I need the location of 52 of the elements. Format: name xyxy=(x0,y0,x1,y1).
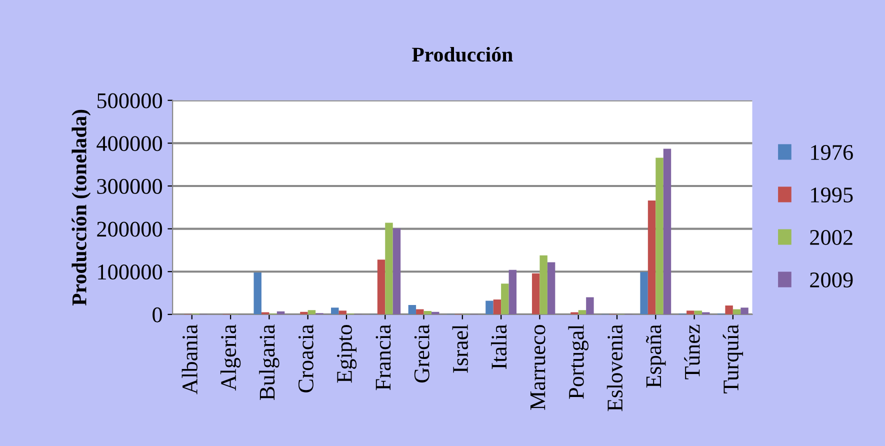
x-tick-label: Bulgaria xyxy=(259,324,280,400)
bar xyxy=(648,200,656,314)
x-tick-label: Turquía xyxy=(722,324,744,394)
bar xyxy=(408,305,416,314)
legend-label: 1995 xyxy=(811,188,853,202)
y-tick-label: 100000 xyxy=(98,264,162,280)
x-tick-label: Eslovenia xyxy=(606,324,623,412)
x-tick-label: España xyxy=(646,324,666,388)
y-tick-label: 200000 xyxy=(97,222,162,237)
y-tick-label: 300000 xyxy=(97,178,162,194)
bar xyxy=(578,310,586,314)
bar xyxy=(686,310,694,314)
bar xyxy=(725,305,733,314)
x-tick-label: Croacia xyxy=(298,324,314,392)
bar xyxy=(663,148,672,314)
bar xyxy=(640,272,648,314)
x-tick-label: Israel xyxy=(452,324,468,373)
bar xyxy=(331,308,339,314)
legend-label: 2009 xyxy=(810,272,853,288)
bar xyxy=(508,270,517,314)
x-tick-label: Algeria xyxy=(220,324,241,391)
bar xyxy=(501,284,509,314)
x-tick-label: Francia xyxy=(376,324,391,390)
x-tick-label: Egipto xyxy=(337,324,357,383)
y-tick-label: 500000 xyxy=(97,93,162,108)
bar xyxy=(416,309,424,314)
bar xyxy=(392,228,401,314)
bar xyxy=(486,300,494,314)
y-axis-title: Producción (tonelada) xyxy=(72,110,91,306)
legend-label: 1976 xyxy=(811,145,853,160)
x-tick-label: Italia xyxy=(490,324,507,369)
bar xyxy=(338,310,346,314)
bar xyxy=(385,222,393,314)
bar xyxy=(493,299,502,314)
x-tick-label: Grecia xyxy=(414,324,430,382)
x-tick-label: Marrueco xyxy=(530,325,546,410)
bar xyxy=(540,255,548,314)
y-tick-label: 0 xyxy=(152,307,162,322)
x-tick-label: Portugal xyxy=(568,324,588,399)
y-tick-label: 400000 xyxy=(96,136,162,152)
bar xyxy=(254,272,262,314)
bar xyxy=(308,310,316,314)
legend-label: 2002 xyxy=(810,230,852,245)
bar xyxy=(656,158,664,314)
bar xyxy=(547,262,556,314)
chart-title: Producción xyxy=(412,46,513,62)
bar xyxy=(532,273,540,314)
bar xyxy=(586,297,594,314)
bar xyxy=(377,260,386,314)
bar xyxy=(740,308,748,314)
x-tick-label: Túnez xyxy=(684,324,700,380)
x-tick-label: Albania xyxy=(182,324,198,394)
